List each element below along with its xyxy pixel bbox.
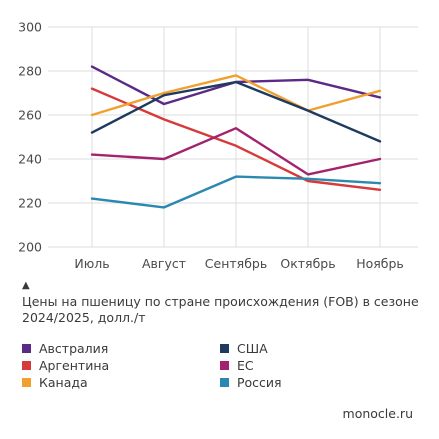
- y-tick-label: 280: [18, 64, 42, 79]
- legend-item: Россия: [220, 374, 418, 390]
- legend-item: ЕС: [220, 357, 418, 373]
- y-tick-label: 220: [18, 196, 42, 211]
- x-axis-ticks: Июль Август Сентябрь Октябрь Ноябрь: [74, 256, 403, 271]
- grid-lines: [48, 26, 418, 248]
- chart-caption: ▲ Цены на пшеницу по стране происхождени…: [22, 280, 422, 326]
- legend-label: Канада: [39, 374, 88, 390]
- series-lines: [90, 65, 382, 209]
- series-line-Канада: [90, 74, 382, 117]
- x-tick-label: Сентябрь: [205, 256, 267, 271]
- legend-item: Австралия: [22, 340, 220, 356]
- x-tick-label: Август: [142, 256, 186, 271]
- y-tick-label: 300: [18, 20, 42, 35]
- legend-item: Канада: [22, 374, 220, 390]
- series-line-США: [90, 80, 382, 143]
- source-link[interactable]: monocle.ru: [342, 406, 413, 421]
- line-chart: 200 220 240 260 280 300 Июль Август Сентябрь Окт…: [18, 20, 418, 271]
- legend-label: США: [237, 340, 268, 356]
- caption-arrow-icon: ▲: [22, 280, 30, 291]
- series-line-Аргентина: [90, 87, 382, 192]
- legend-item: Аргентина: [22, 357, 220, 373]
- legend-label: ЕС: [237, 357, 254, 373]
- x-tick-label: Ноябрь: [356, 256, 404, 271]
- y-tick-label: 200: [18, 240, 42, 255]
- x-tick-label: Июль: [74, 256, 109, 271]
- legend-label: Аргентина: [39, 357, 110, 373]
- legend-swatch: [22, 343, 31, 353]
- y-tick-label: 240: [18, 152, 42, 167]
- y-tick-label: 260: [18, 108, 42, 123]
- legend-item: США: [220, 340, 418, 356]
- legend-swatch: [220, 377, 229, 387]
- x-tick-label: Октябрь: [280, 256, 335, 271]
- y-axis-ticks: 200 220 240 260 280 300: [18, 20, 42, 255]
- series-line-Россия: [90, 175, 382, 209]
- series-line-ЕС: [90, 126, 382, 176]
- legend-swatch: [220, 360, 229, 370]
- legend-swatch: [220, 343, 229, 353]
- legend-swatch: [22, 377, 31, 387]
- caption-text: Цены на пшеницу по стране происхождения …: [22, 294, 419, 325]
- legend-label: Россия: [237, 374, 282, 390]
- legend-label: Австралия: [39, 340, 109, 356]
- legend-swatch: [22, 360, 31, 370]
- legend: Австралия США Аргентина ЕС Канада Россия: [22, 340, 422, 390]
